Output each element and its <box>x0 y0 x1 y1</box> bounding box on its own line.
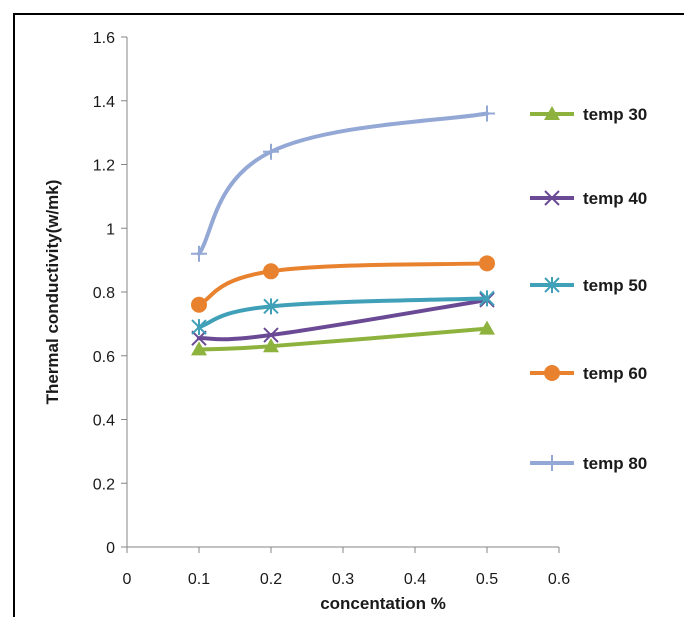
marker-circle <box>263 263 279 280</box>
legend-label: temp 80 <box>583 454 647 473</box>
series-line <box>197 296 489 330</box>
legend-label: temp 30 <box>583 105 647 124</box>
legend-label: temp 60 <box>583 364 647 383</box>
data-point <box>479 290 495 307</box>
data-point <box>263 143 279 160</box>
y-tick-label: 1.2 <box>93 158 115 175</box>
series-temp-60 <box>191 255 495 313</box>
legend-marker <box>544 277 560 293</box>
legend-label: temp 40 <box>583 189 647 208</box>
y-tick-label: 0 <box>106 540 115 557</box>
legend-item: temp 30 <box>530 105 647 124</box>
x-tick-label: 0.1 <box>188 571 210 588</box>
marker-plus <box>479 105 495 122</box>
data-point <box>263 263 279 280</box>
series-line <box>197 111 489 256</box>
y-tick-label: 0.6 <box>93 349 115 366</box>
x-tick-label: 0.5 <box>476 571 498 588</box>
data-point <box>191 319 207 336</box>
marker-triangle <box>191 341 207 356</box>
marker-asterisk <box>479 290 495 307</box>
x-tick-label: 0.3 <box>332 571 354 588</box>
legend-label: temp 50 <box>583 276 647 295</box>
axes: 0 0.2 0.4 0.6 0.8 1 1.2 1.4 1.6 0 0.1 0.2 0.3 0.4 0.5 0… <box>93 30 570 588</box>
legend-item: temp 60 <box>530 364 647 383</box>
marker-x <box>263 327 279 343</box>
marker-plus <box>263 143 279 160</box>
marker-triangle <box>479 320 495 335</box>
series-temp-30 <box>191 320 495 356</box>
x-tick-label: 0.2 <box>260 571 282 588</box>
marker-asterisk <box>544 277 560 293</box>
data-point <box>479 320 495 335</box>
series-layer <box>191 105 495 356</box>
marker-circle <box>191 296 207 313</box>
x-tick-label: 0 <box>123 571 132 588</box>
data-point <box>479 255 495 272</box>
data-point <box>263 338 279 353</box>
data-point <box>191 296 207 313</box>
legend-item: temp 80 <box>530 454 647 473</box>
marker-plus <box>544 455 560 471</box>
data-point <box>191 330 207 346</box>
marker-x <box>191 330 207 346</box>
data-point <box>263 298 279 315</box>
y-axis-title: Thermal conductivity(w/mk) <box>43 180 62 405</box>
legend-marker <box>544 106 560 120</box>
y-tick-label: 0.2 <box>93 476 115 493</box>
x-tick-label: 0.4 <box>404 571 426 588</box>
legend: temp 30 temp 40 temp 50 temp 60 temp 80 <box>530 105 647 473</box>
marker-x <box>544 190 560 206</box>
y-tick-label: 1.4 <box>93 94 115 111</box>
y-tick-label: 1 <box>106 221 115 238</box>
x-axis-title: concentation % <box>320 594 446 613</box>
data-point <box>191 245 207 262</box>
legend-marker <box>544 190 560 206</box>
marker-asterisk <box>263 298 279 315</box>
legend-marker <box>544 455 560 471</box>
x-tick-label: 0.6 <box>548 571 570 588</box>
marker-circle <box>479 255 495 272</box>
series-line <box>197 326 489 352</box>
data-point <box>479 105 495 122</box>
marker-asterisk <box>191 319 207 336</box>
marker-triangle <box>544 106 560 120</box>
y-tick-label: 1.6 <box>93 30 115 47</box>
data-point <box>191 341 207 356</box>
legend-marker <box>544 365 560 381</box>
marker-circle <box>544 365 560 381</box>
marker-plus <box>191 245 207 262</box>
legend-item: temp 50 <box>530 276 647 295</box>
series-line <box>197 297 489 342</box>
marker-triangle <box>263 338 279 353</box>
y-tick-label: 0.8 <box>93 285 115 302</box>
legend-item: temp 40 <box>530 189 647 208</box>
series-line <box>197 261 489 307</box>
y-tick-label: 0.4 <box>93 413 115 430</box>
series-temp-80 <box>191 105 495 262</box>
series-temp-50 <box>191 290 495 336</box>
data-point <box>263 327 279 343</box>
